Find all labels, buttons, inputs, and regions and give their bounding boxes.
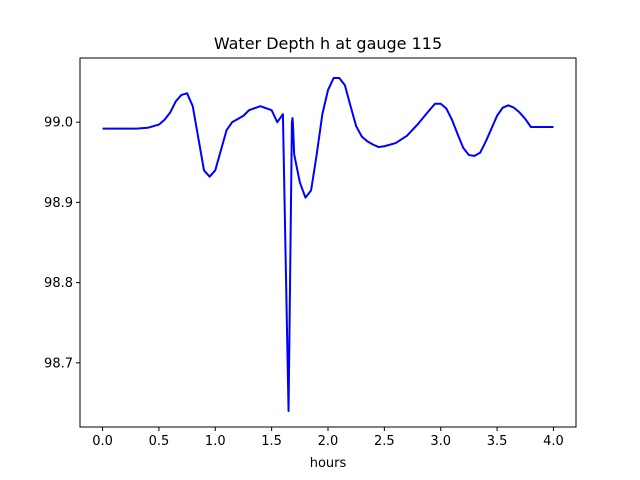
x-tick-label: 0.0 xyxy=(92,434,113,449)
x-tick-label: 2.5 xyxy=(374,434,395,449)
y-axis: 98.7 98.8 98.9 99.0 xyxy=(44,116,80,371)
series-line-0 xyxy=(102,77,554,412)
x-tick-label: 1.0 xyxy=(205,434,226,449)
x-tick-label: 4.0 xyxy=(543,434,564,449)
chart-title: Water Depth h at gauge 115 xyxy=(214,34,442,53)
plot-area xyxy=(102,77,554,412)
x-axis: 0.0 0.5 1.0 1.5 2.0 2.5 3.0 3.5 4.0 xyxy=(92,427,564,449)
y-tick-label: 98.8 xyxy=(44,276,73,291)
y-tick-label: 98.7 xyxy=(44,356,73,371)
x-tick-label: 1.5 xyxy=(261,434,282,449)
y-tick-label: 98.9 xyxy=(44,196,73,211)
x-tick-label: 3.0 xyxy=(430,434,451,449)
plot-frame xyxy=(79,57,577,428)
x-tick-label: 3.5 xyxy=(487,434,508,449)
x-tick-label: 0.5 xyxy=(149,434,170,449)
x-axis-label: hours xyxy=(310,456,347,471)
y-tick-label: 99.0 xyxy=(44,116,73,131)
x-tick-label: 2.0 xyxy=(318,434,339,449)
